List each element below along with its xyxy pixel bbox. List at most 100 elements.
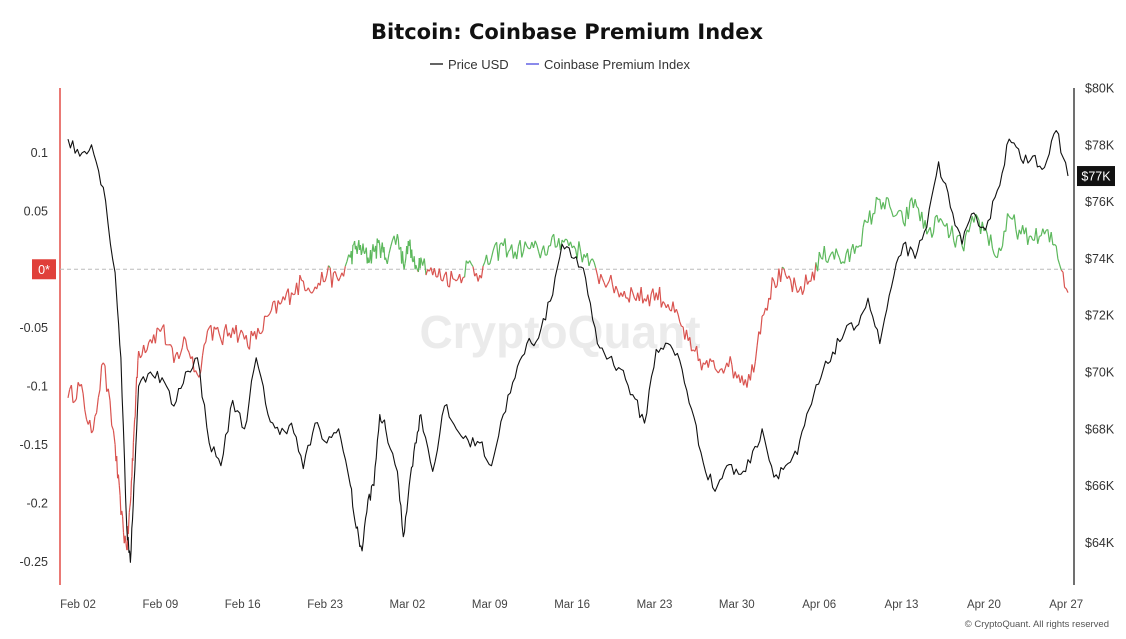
premium-index-segment (580, 251, 583, 263)
premium-index-segment (92, 416, 96, 431)
premium-index-segment (1027, 236, 1030, 245)
premium-index-segment (887, 198, 891, 207)
premium-index-segment (74, 398, 77, 402)
right-tick-label: $66K (1085, 479, 1115, 493)
premium-index-segment (245, 335, 249, 347)
premium-index-segment (534, 240, 538, 246)
legend-item-price[interactable]: Price USD (430, 57, 509, 72)
premium-index-segment (521, 250, 525, 258)
premium-index-segment (677, 314, 681, 323)
premium-index-segment (907, 201, 911, 220)
premium-index-segment (1052, 243, 1055, 246)
premium-index-segment (699, 358, 703, 371)
premium-index-segment (996, 247, 1000, 258)
premium-index-segment (122, 516, 125, 533)
premium-index-segment (862, 219, 866, 229)
legend-item-premium[interactable]: Coinbase Premium Index (526, 57, 690, 72)
premium-index-segment (929, 227, 933, 238)
premium-index-segment (425, 269, 429, 276)
left-tick-label: -0.15 (20, 438, 49, 452)
premium-index-segment (1060, 269, 1064, 273)
premium-index-segment (894, 214, 897, 217)
premium-index-segment (630, 287, 634, 293)
premium-index-segment (976, 216, 980, 221)
premium-index-segment (591, 258, 595, 263)
premium-index-segment (926, 230, 930, 235)
premium-index-segment (1001, 230, 1005, 246)
premium-index-segment (581, 254, 585, 263)
premium-index-segment (104, 365, 108, 392)
premium-index-segment (689, 337, 693, 352)
premium-index-segment (991, 247, 995, 255)
plot-area (59, 88, 1074, 585)
legend-label-price: Price USD (448, 57, 509, 72)
credit-text: © CryptoQuant. All rights reserved (965, 619, 1109, 630)
premium-index-segment (237, 335, 240, 343)
premium-index-segment (480, 265, 484, 279)
premium-index-segment (586, 253, 590, 266)
premium-index-segment (1065, 288, 1069, 293)
premium-index-segment (899, 209, 902, 212)
premium-index-segment (806, 280, 810, 285)
premium-index-segment (889, 206, 893, 212)
premium-index-segment (761, 314, 765, 317)
premium-index-segment (180, 347, 183, 354)
x-tick-label: Apr 27 (1049, 599, 1083, 611)
premium-index-segment (890, 210, 894, 217)
premium-index-segment (159, 327, 163, 332)
premium-index-segment (605, 284, 609, 288)
premium-index-segment (130, 480, 132, 496)
premium-index-segment (1008, 216, 1012, 219)
premium-index-segment (939, 218, 943, 222)
premium-index-segment (284, 292, 288, 301)
premium-index-segment (615, 285, 619, 291)
premium-index-segment (344, 261, 348, 267)
premium-index-segment (941, 220, 945, 226)
x-tick-label: Feb 23 (307, 599, 343, 611)
premium-index-segment (390, 240, 393, 247)
premium-index-segment (380, 249, 382, 259)
premium-index-segment (433, 268, 437, 278)
premium-index-segment (526, 245, 530, 249)
premium-index-segment (835, 248, 839, 254)
premium-index-segment (776, 268, 780, 286)
premium-index-segment (791, 277, 795, 293)
left-tick-label: 0.1 (31, 146, 48, 160)
premium-index-segment (331, 272, 335, 288)
premium-index-segment (685, 329, 689, 341)
premium-index-segment (549, 236, 553, 247)
premium-index-segment (714, 368, 718, 372)
premium-index-segment (132, 442, 134, 461)
premium-index-segment (659, 286, 662, 308)
premium-index-segment (264, 315, 267, 318)
premium-index-segment (754, 345, 758, 362)
premium-index-segment (472, 266, 476, 277)
premium-index-segment (321, 271, 325, 282)
premium-index-segment (1030, 235, 1034, 241)
premium-index-segment (84, 409, 88, 420)
premium-index-segment (329, 267, 333, 288)
premium-index-segment (275, 300, 279, 314)
premium-index-segment (154, 327, 158, 344)
premium-index-segment (297, 275, 301, 296)
premium-index-segment (969, 216, 973, 225)
premium-index-segment (682, 326, 686, 340)
premium-index-segment (1059, 264, 1062, 271)
premium-index-segment (667, 304, 671, 310)
premium-index-segment (543, 245, 546, 256)
premium-index-segment (138, 350, 141, 359)
premium-index-segment (660, 301, 664, 308)
premium-index-segment (896, 210, 899, 216)
premium-index-segment (553, 234, 556, 248)
premium-index-segment (375, 238, 378, 259)
premium-index-segment (270, 301, 274, 311)
premium-index-segment (134, 416, 136, 421)
premium-index-segment (403, 263, 406, 270)
premium-index-segment (611, 284, 615, 294)
watermark: CryptoQuant (419, 306, 700, 358)
premium-index-segment (343, 266, 346, 277)
premium-index-segment (144, 349, 148, 354)
premium-index-segment (450, 270, 454, 280)
premium-index-segment (879, 199, 882, 210)
premium-index-segment (828, 253, 832, 258)
